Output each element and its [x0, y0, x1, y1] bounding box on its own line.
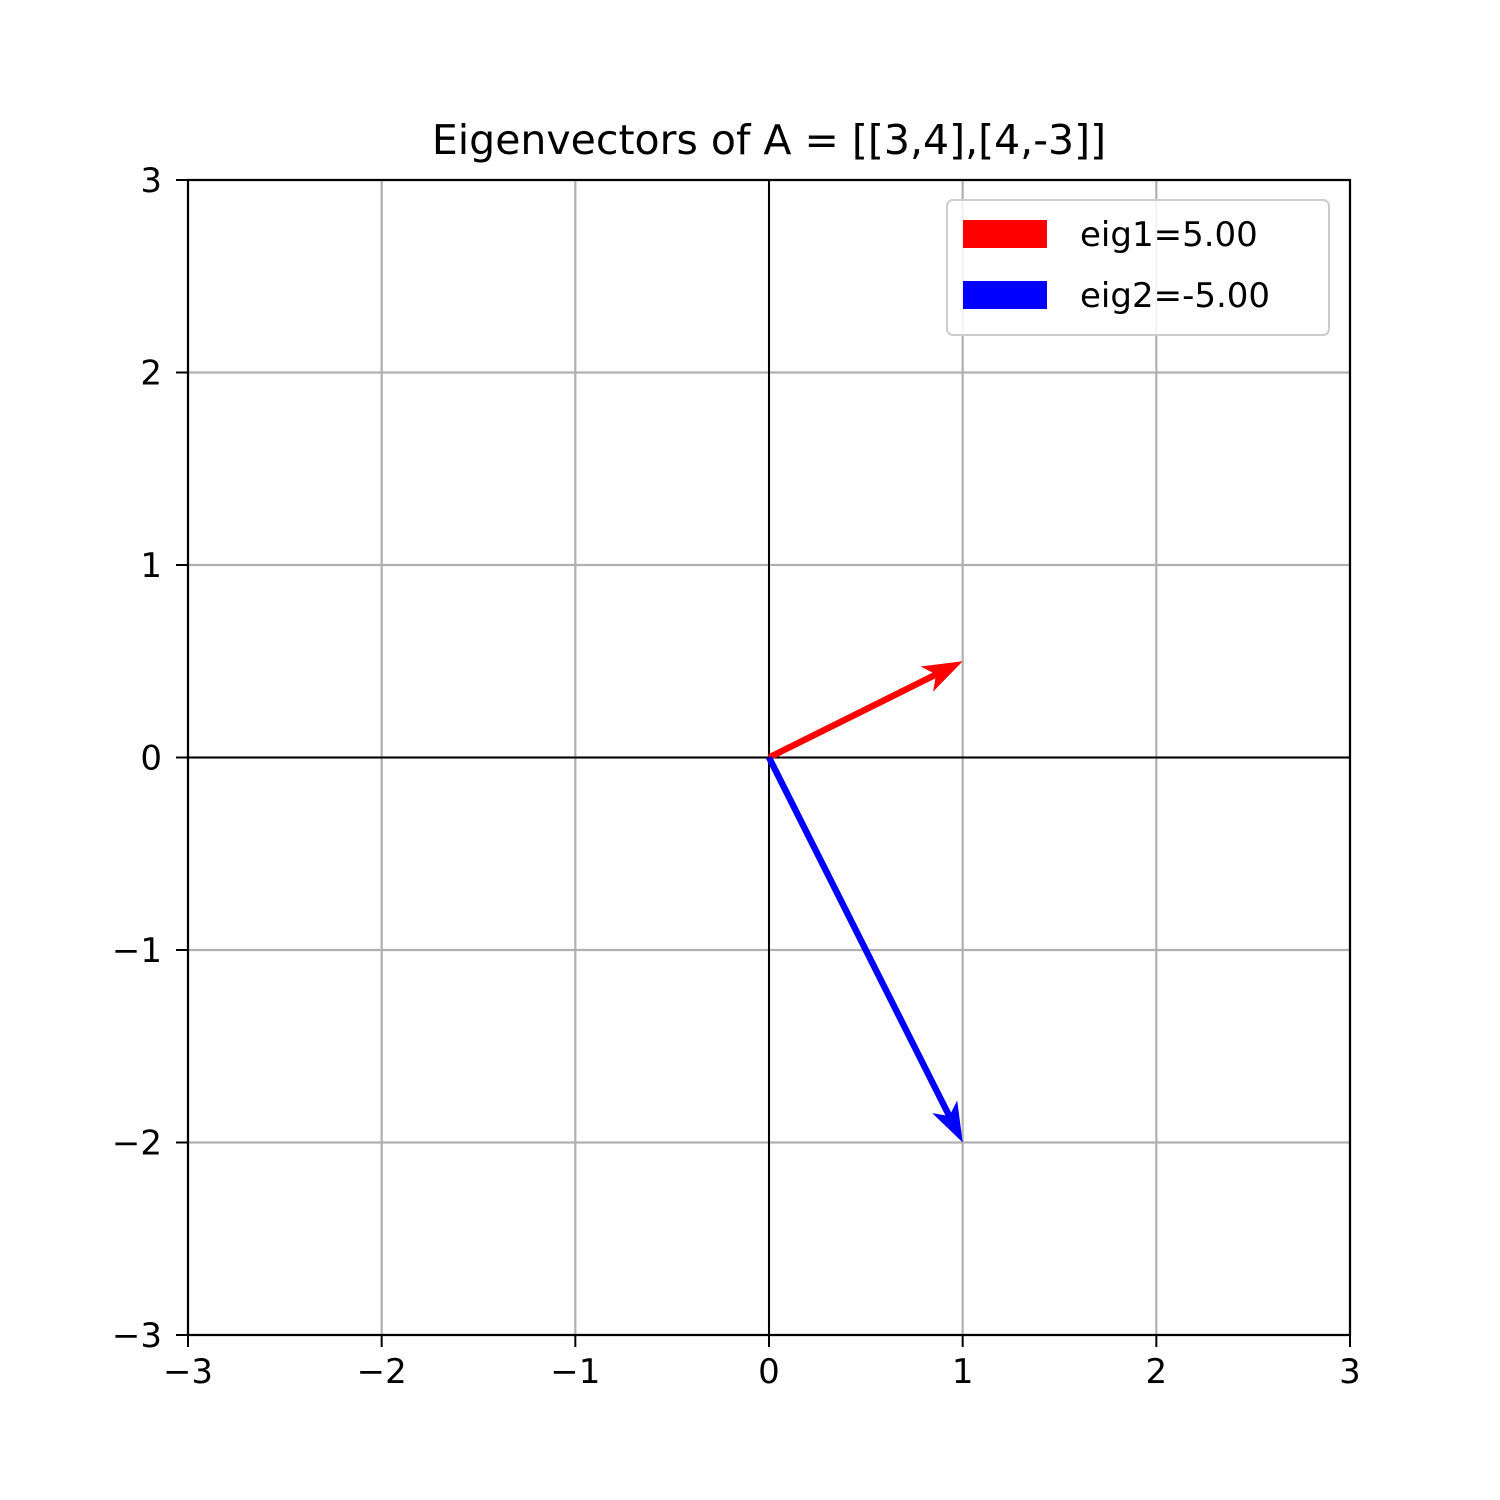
y-tick-label-1: −2 — [112, 1124, 162, 1164]
x-tick-label-4: 1 — [952, 1352, 974, 1392]
y-tick-label-2: −1 — [112, 931, 162, 971]
y-tick-label-3: 0 — [140, 739, 162, 779]
arrow-1 — [767, 661, 963, 761]
legend-label-2: eig2=-5.00 — [1080, 276, 1270, 316]
x-tick-label-6: 3 — [1339, 1352, 1361, 1392]
arrow-2 — [766, 756, 963, 1143]
y-tick-label-4: 1 — [140, 546, 162, 586]
x-tick-label-3: 0 — [758, 1352, 780, 1392]
x-tick-label-5: 2 — [1146, 1352, 1168, 1392]
y-tick-label-5: 2 — [140, 354, 162, 394]
legend: eig1=5.00 eig2=-5.00 — [946, 199, 1330, 336]
y-tick-label-0: −3 — [112, 1316, 162, 1356]
axes-frame — [186, 178, 1352, 1337]
plot-area: −3 −2 −1 0 1 2 3 −3 −2 −1 0 1 2 3 eig1=5.00 eig2=-5.00 — [112, 161, 1361, 1392]
x-tick-label-0: −3 — [163, 1352, 213, 1392]
legend-swatch-2 — [963, 281, 1047, 309]
x-tick-label-1: −2 — [357, 1352, 407, 1392]
x-tick-label-2: −1 — [550, 1352, 600, 1392]
y-tick-label-6: 3 — [140, 161, 162, 201]
legend-swatch-1 — [963, 220, 1047, 248]
legend-label-1: eig1=5.00 — [1080, 215, 1258, 255]
chart-title: Eigenvectors of A = [[3,4],[4,-3]] — [432, 116, 1106, 164]
